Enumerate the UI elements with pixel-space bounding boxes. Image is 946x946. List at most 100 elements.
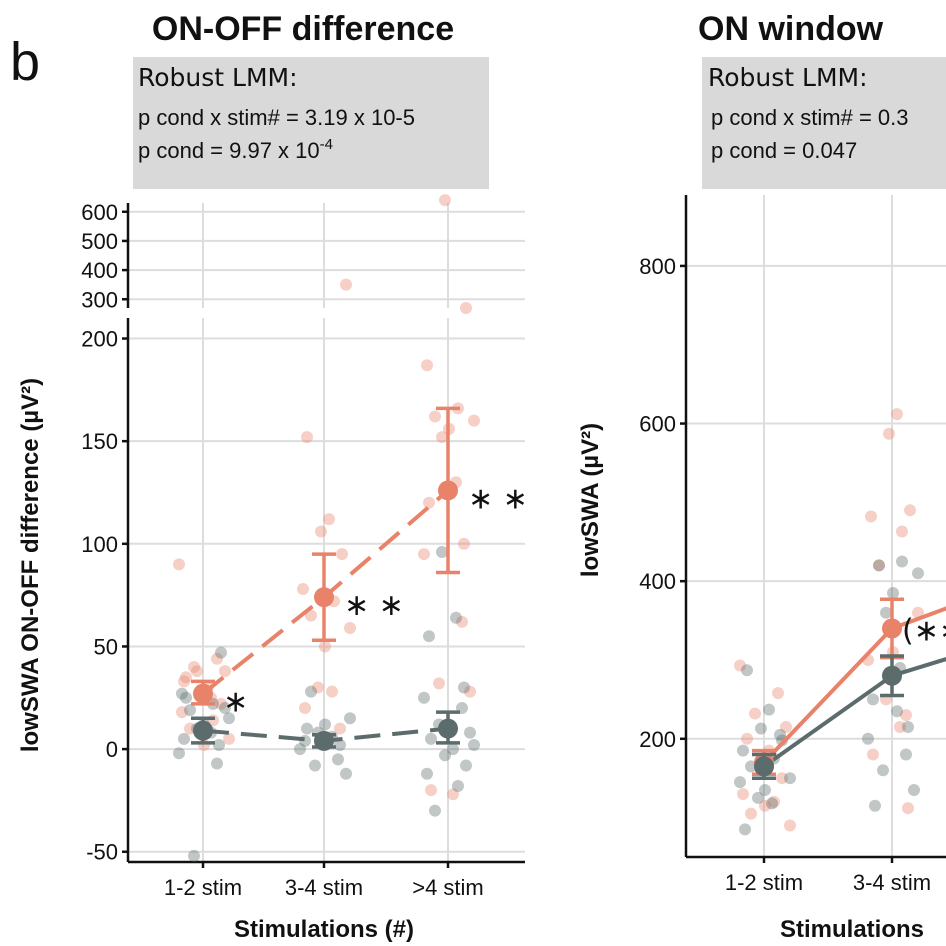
data-point-off [776, 734, 788, 747]
data-point-on [425, 784, 437, 797]
chart-left-stats-line2-base: p cond = 9.97 x 10 [138, 138, 320, 163]
data-point-off [460, 759, 472, 772]
data-point-on [223, 732, 235, 745]
data-point-off [869, 799, 881, 812]
data-point-off [912, 567, 924, 580]
data-point-off [309, 759, 321, 772]
x-tick-label: >4 stim [412, 875, 484, 900]
data-point-on [340, 278, 352, 291]
data-point-on [418, 548, 430, 561]
chart-left: ON-OFF difference Robust LMM: p cond x s… [17, 10, 528, 943]
data-point-on [447, 788, 459, 801]
data-point-off [332, 753, 344, 766]
data-point-off [737, 744, 749, 757]
data-point-on [456, 615, 468, 628]
data-point-off [900, 748, 912, 761]
chart-left-error-bars: ∗ ∗ ∗ ∗ ∗ [191, 406, 528, 751]
panel-label: b [10, 32, 40, 92]
data-point-off [176, 687, 188, 700]
y-tick-label: 200 [639, 727, 676, 752]
data-point-on [749, 707, 761, 720]
significance-label: (∗∗ [902, 613, 946, 648]
data-point-off [334, 738, 346, 751]
chart-left-points [173, 194, 480, 862]
data-point-on [178, 675, 190, 688]
data-point-on [894, 720, 906, 733]
data-point-off [319, 718, 331, 731]
data-point-on [468, 414, 480, 427]
data-point-off [436, 546, 448, 559]
data-point-off [741, 664, 753, 677]
data-point-on [297, 582, 309, 595]
data-point-off [425, 732, 437, 745]
data-point-on [458, 537, 470, 550]
data-point-off [880, 606, 892, 619]
data-point-on [464, 685, 476, 698]
data-point-on [423, 496, 435, 509]
y-tick-label: 600 [81, 200, 118, 225]
data-point-on [737, 787, 749, 800]
chart-right-error-bars: (∗∗ [752, 597, 946, 780]
data-point-off [213, 738, 225, 751]
y-tick-label: 400 [81, 258, 118, 283]
data-point-off [215, 646, 227, 659]
data-point-on [776, 772, 788, 785]
data-point-off [902, 720, 914, 733]
data-point-off [418, 691, 430, 704]
data-point-on [900, 709, 912, 722]
chart-left-stats-line1: p cond x stim# = 3.19 x 10-5 [138, 105, 415, 130]
data-point-on [883, 427, 895, 440]
chart-left-stats-line2-exp: -4 [320, 136, 333, 153]
data-point-on [734, 659, 746, 672]
data-point-off [421, 767, 433, 780]
data-point-on [184, 722, 196, 735]
chart-right-grid [686, 195, 946, 857]
data-point-off [211, 757, 223, 770]
data-point-off [301, 722, 313, 735]
data-point-on [301, 431, 313, 444]
data-point-on [439, 194, 451, 207]
data-point-off [763, 703, 775, 716]
data-point-off [759, 784, 771, 797]
significance-label: ∗ [223, 685, 248, 720]
data-point-on [323, 513, 335, 526]
y-tick-label: 100 [81, 532, 118, 557]
data-point-off [450, 611, 462, 624]
x-tick-label: 3-4 stim [853, 870, 931, 895]
data-point-on [334, 722, 346, 735]
mean-point-off [754, 756, 774, 777]
x-tick-label: 1-2 stim [164, 875, 242, 900]
y-tick-label: 200 [81, 327, 118, 352]
chart-left-stats-heading: Robust LMM: [138, 63, 298, 92]
data-point-off [223, 712, 235, 725]
data-point-off [891, 705, 903, 718]
data-point-on [211, 652, 223, 665]
chart-right-title: ON window [698, 10, 884, 48]
chart-left-stats-box [133, 57, 489, 189]
series-line-off [762, 657, 946, 769]
data-point-off [862, 732, 874, 745]
chart-right-y-axis-title: lowSWA (µV²) [577, 423, 604, 577]
data-point-off [340, 767, 352, 780]
chart-left-tick-labels: -50 0 50 100 150 200 300 400 500 600 1-2 stim 3-4 s… [81, 200, 483, 900]
mean-point-off [193, 720, 213, 741]
data-point-off [188, 849, 200, 862]
data-point-off [305, 685, 317, 698]
data-point-off [867, 693, 879, 706]
data-point-on [867, 748, 879, 761]
data-point-on [215, 697, 227, 710]
data-point-on [780, 720, 792, 733]
chart-right-x-axis-title: Stimulations [780, 916, 924, 943]
chart-right-stats-box [702, 57, 946, 189]
chart-right-stats-heading: Robust LMM: [708, 63, 868, 92]
data-point-on [784, 819, 796, 832]
y-tick-label: 300 [81, 287, 118, 312]
data-point-on [436, 431, 448, 444]
chart-right-stats-line2: p cond = 0.047 [711, 138, 857, 163]
mean-point-on [193, 683, 213, 704]
data-point-off [180, 691, 192, 704]
data-point-off [429, 804, 441, 817]
data-point-off [784, 772, 796, 785]
data-point-on [188, 660, 200, 673]
data-point-on [429, 410, 441, 423]
